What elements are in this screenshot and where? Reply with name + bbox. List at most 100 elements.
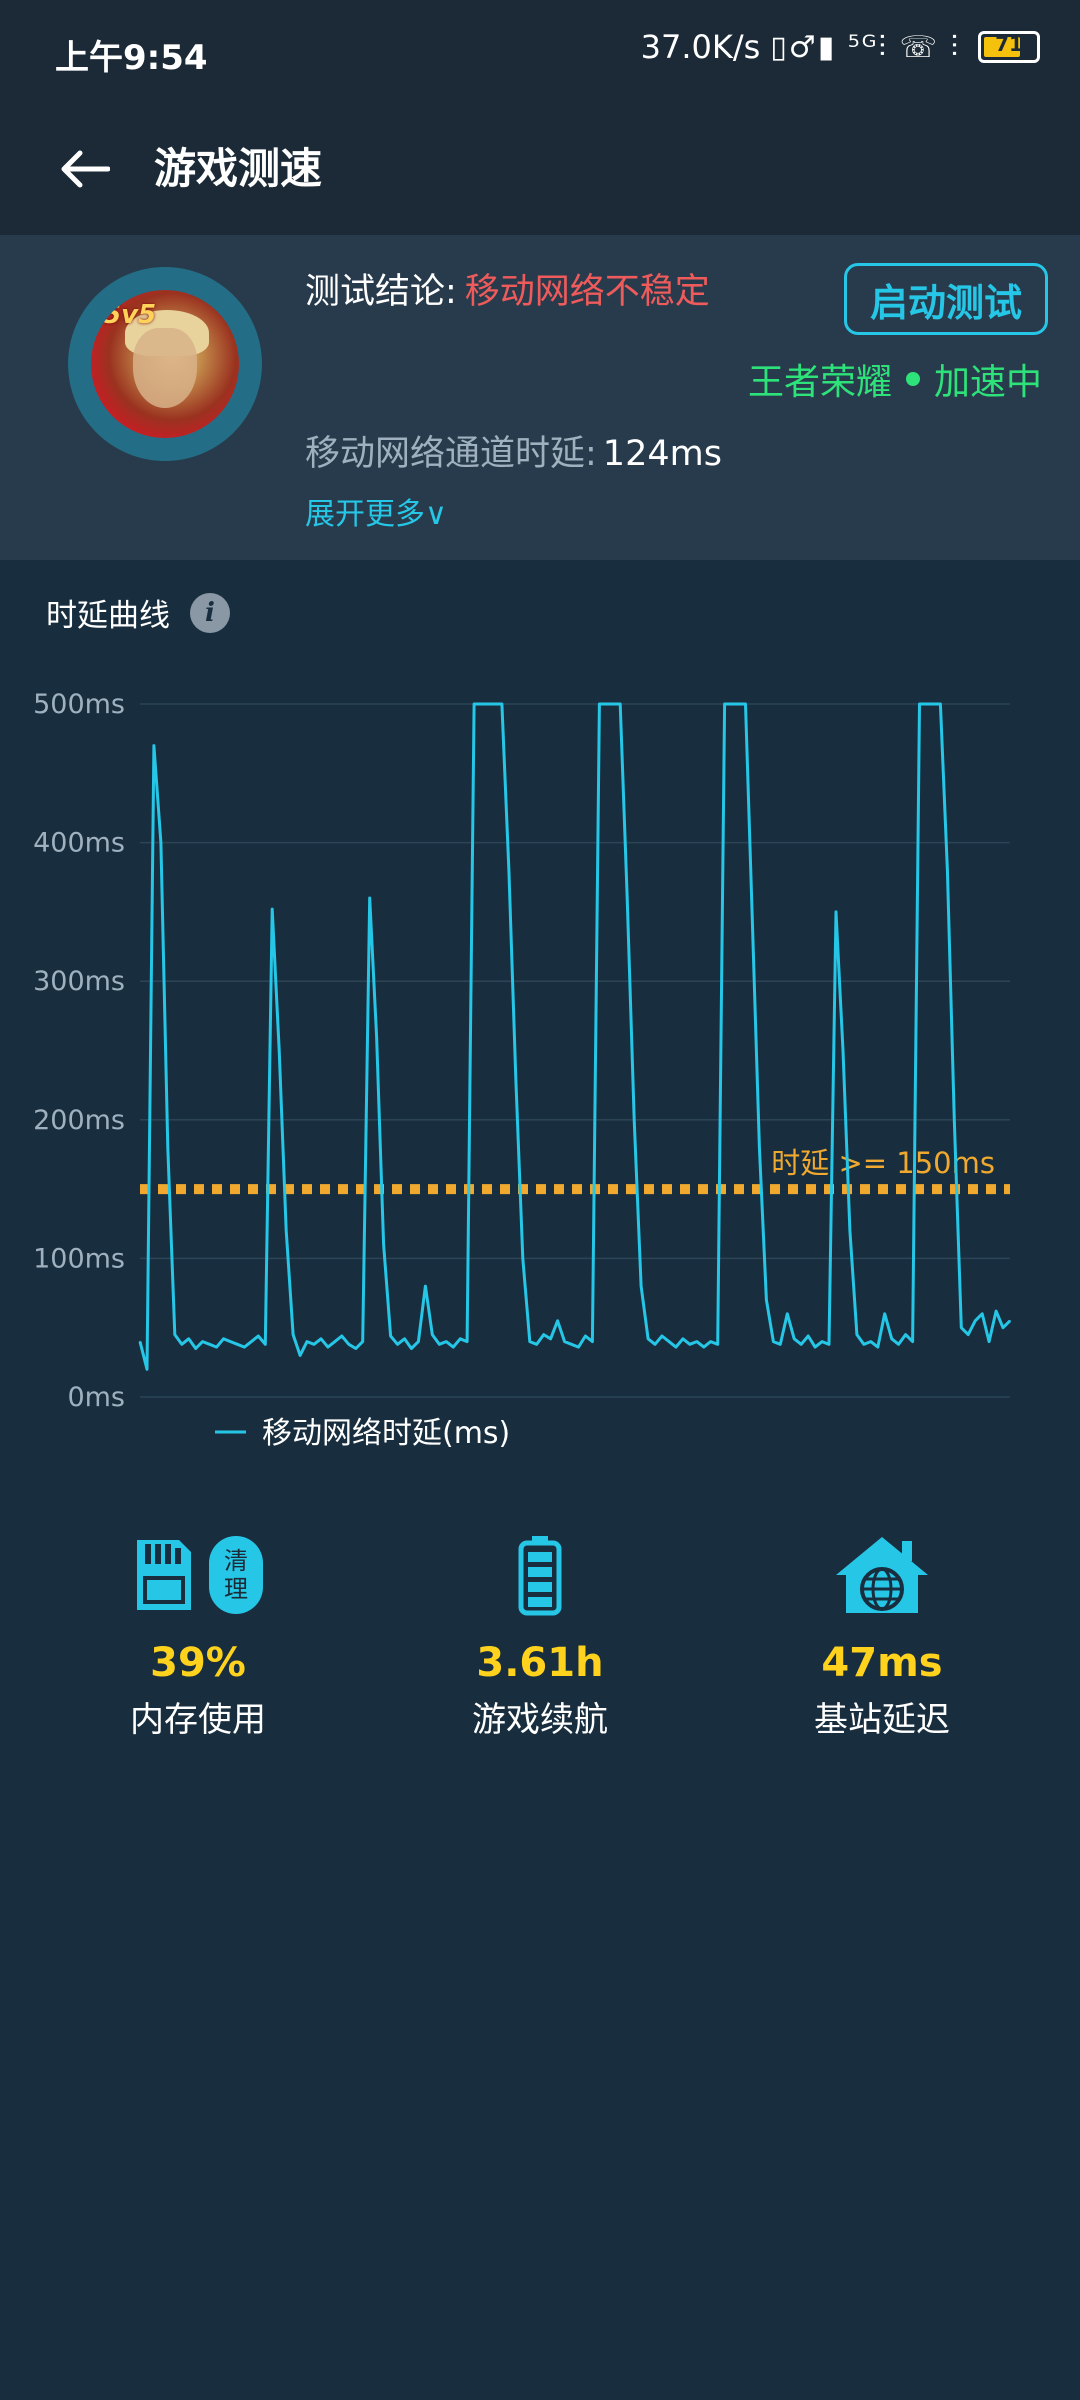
y-tick-label: 300ms xyxy=(33,966,125,997)
clean-button[interactable]: 清 理 xyxy=(209,1536,263,1614)
data-point xyxy=(605,703,608,705)
game-name: 王者荣耀 xyxy=(747,362,892,403)
data-point xyxy=(856,1333,858,1336)
data-point xyxy=(1002,1326,1004,1329)
stat-battery: 3.61h 游戏续航 xyxy=(390,1530,690,1741)
data-point xyxy=(779,1343,782,1346)
data-point xyxy=(452,1346,455,1348)
data-point xyxy=(494,703,496,705)
data-point xyxy=(640,1285,642,1287)
data-point xyxy=(174,1333,176,1336)
battery-icon xyxy=(518,1536,562,1616)
y-tick-label: 400ms xyxy=(33,828,125,859)
avatar-tag: 5v5 xyxy=(103,300,157,330)
net-speed: 37.0K/s xyxy=(640,28,761,66)
data-point xyxy=(341,1335,343,1337)
data-point xyxy=(501,703,503,705)
data-point xyxy=(925,703,928,705)
battery-icon: 71 xyxy=(978,31,1040,63)
data-point xyxy=(772,1340,775,1343)
data-point xyxy=(612,703,615,705)
game-avatar[interactable]: 5v5 xyxy=(91,290,239,438)
data-point xyxy=(584,1335,587,1337)
data-point xyxy=(466,1340,468,1343)
data-point xyxy=(598,703,601,705)
data-point xyxy=(765,1299,768,1301)
signal-icons: ▯♂▮ ⁵ᴳ⫶ ☏ ⫶ xyxy=(770,29,960,65)
data-point xyxy=(654,1343,656,1346)
expand-more-link[interactable]: 展开更多∨ xyxy=(305,497,447,532)
stats-row: 清 理 39% 内存使用 3.61h 游戏续航 xyxy=(0,1530,1080,1750)
data-point xyxy=(821,1340,823,1343)
data-point xyxy=(278,1049,281,1052)
base-station-icon-wrap xyxy=(732,1530,1032,1620)
data-point xyxy=(563,1340,566,1343)
data-point xyxy=(389,1335,392,1337)
data-point xyxy=(974,1320,976,1322)
memory-usage-value: 39% xyxy=(150,1640,246,1686)
data-point xyxy=(668,1340,670,1343)
data-point xyxy=(682,1338,684,1340)
y-tick-label: 0ms xyxy=(67,1382,125,1413)
data-point xyxy=(828,1343,830,1346)
data-point xyxy=(633,1119,635,1121)
data-point xyxy=(737,703,740,705)
clean-label-1: 清 xyxy=(224,1547,248,1575)
game-state: 加速中 xyxy=(933,362,1042,403)
data-point xyxy=(535,1343,538,1346)
data-point xyxy=(194,1347,197,1350)
data-point xyxy=(146,1368,148,1371)
data-point xyxy=(292,1333,294,1336)
status-dot-icon xyxy=(905,372,920,386)
data-point xyxy=(445,1340,448,1343)
start-test-button[interactable]: 启动测试 xyxy=(844,263,1048,335)
game-avatar-ring: 5v5 xyxy=(68,267,262,461)
data-point xyxy=(793,1338,795,1340)
game-status: 王者荣耀 加速中 xyxy=(748,353,1042,405)
chart-title-text: 时延曲线 xyxy=(46,598,170,634)
summary-card: 5v5 测试结论: 移动网络不稳定 启动测试 王者荣耀 加速中 移动网络通道时延:… xyxy=(0,235,1080,560)
data-point xyxy=(299,1354,301,1357)
data-point xyxy=(577,1346,580,1348)
stat-base-station: 47ms 基站延迟 xyxy=(732,1530,1032,1741)
data-point xyxy=(995,1310,997,1312)
data-point xyxy=(807,1335,809,1337)
data-point xyxy=(988,1340,990,1343)
base-station-icon xyxy=(836,1537,928,1613)
data-point xyxy=(139,1340,141,1343)
data-point xyxy=(410,1347,413,1350)
data-point xyxy=(1009,1320,1011,1322)
data-point xyxy=(515,1077,517,1079)
arrow-left-icon xyxy=(61,150,110,188)
data-point xyxy=(570,1343,573,1346)
data-point xyxy=(932,703,935,705)
data-point xyxy=(285,1229,288,1232)
data-point xyxy=(229,1340,232,1343)
app-header: 游戏测速 xyxy=(0,105,1080,235)
data-point xyxy=(758,1146,761,1149)
data-point xyxy=(438,1343,441,1346)
data-point xyxy=(981,1313,983,1315)
data-point xyxy=(542,1333,545,1336)
data-point xyxy=(417,1340,420,1343)
data-point xyxy=(696,1340,698,1343)
data-point xyxy=(222,1338,225,1340)
base-station-latency-value: 47ms xyxy=(821,1640,943,1686)
series-line xyxy=(138,702,1012,1371)
data-point xyxy=(257,1335,260,1337)
data-point xyxy=(236,1343,239,1346)
memory-usage-label: 内存使用 xyxy=(130,1700,266,1740)
data-point xyxy=(431,1333,434,1336)
info-icon[interactable]: i xyxy=(190,592,230,633)
data-point xyxy=(723,703,726,705)
data-point xyxy=(883,1313,886,1315)
back-button[interactable] xyxy=(48,133,120,205)
data-point xyxy=(689,1343,691,1346)
clean-label-2: 理 xyxy=(224,1575,248,1603)
data-point xyxy=(647,1338,649,1340)
data-point xyxy=(320,1338,322,1340)
data-point xyxy=(863,1343,865,1346)
test-conclusion: 测试结论: 移动网络不稳定 xyxy=(305,263,710,314)
conclusion-label: 测试结论: xyxy=(305,272,457,312)
conclusion-value: 移动网络不稳定 xyxy=(464,272,710,312)
